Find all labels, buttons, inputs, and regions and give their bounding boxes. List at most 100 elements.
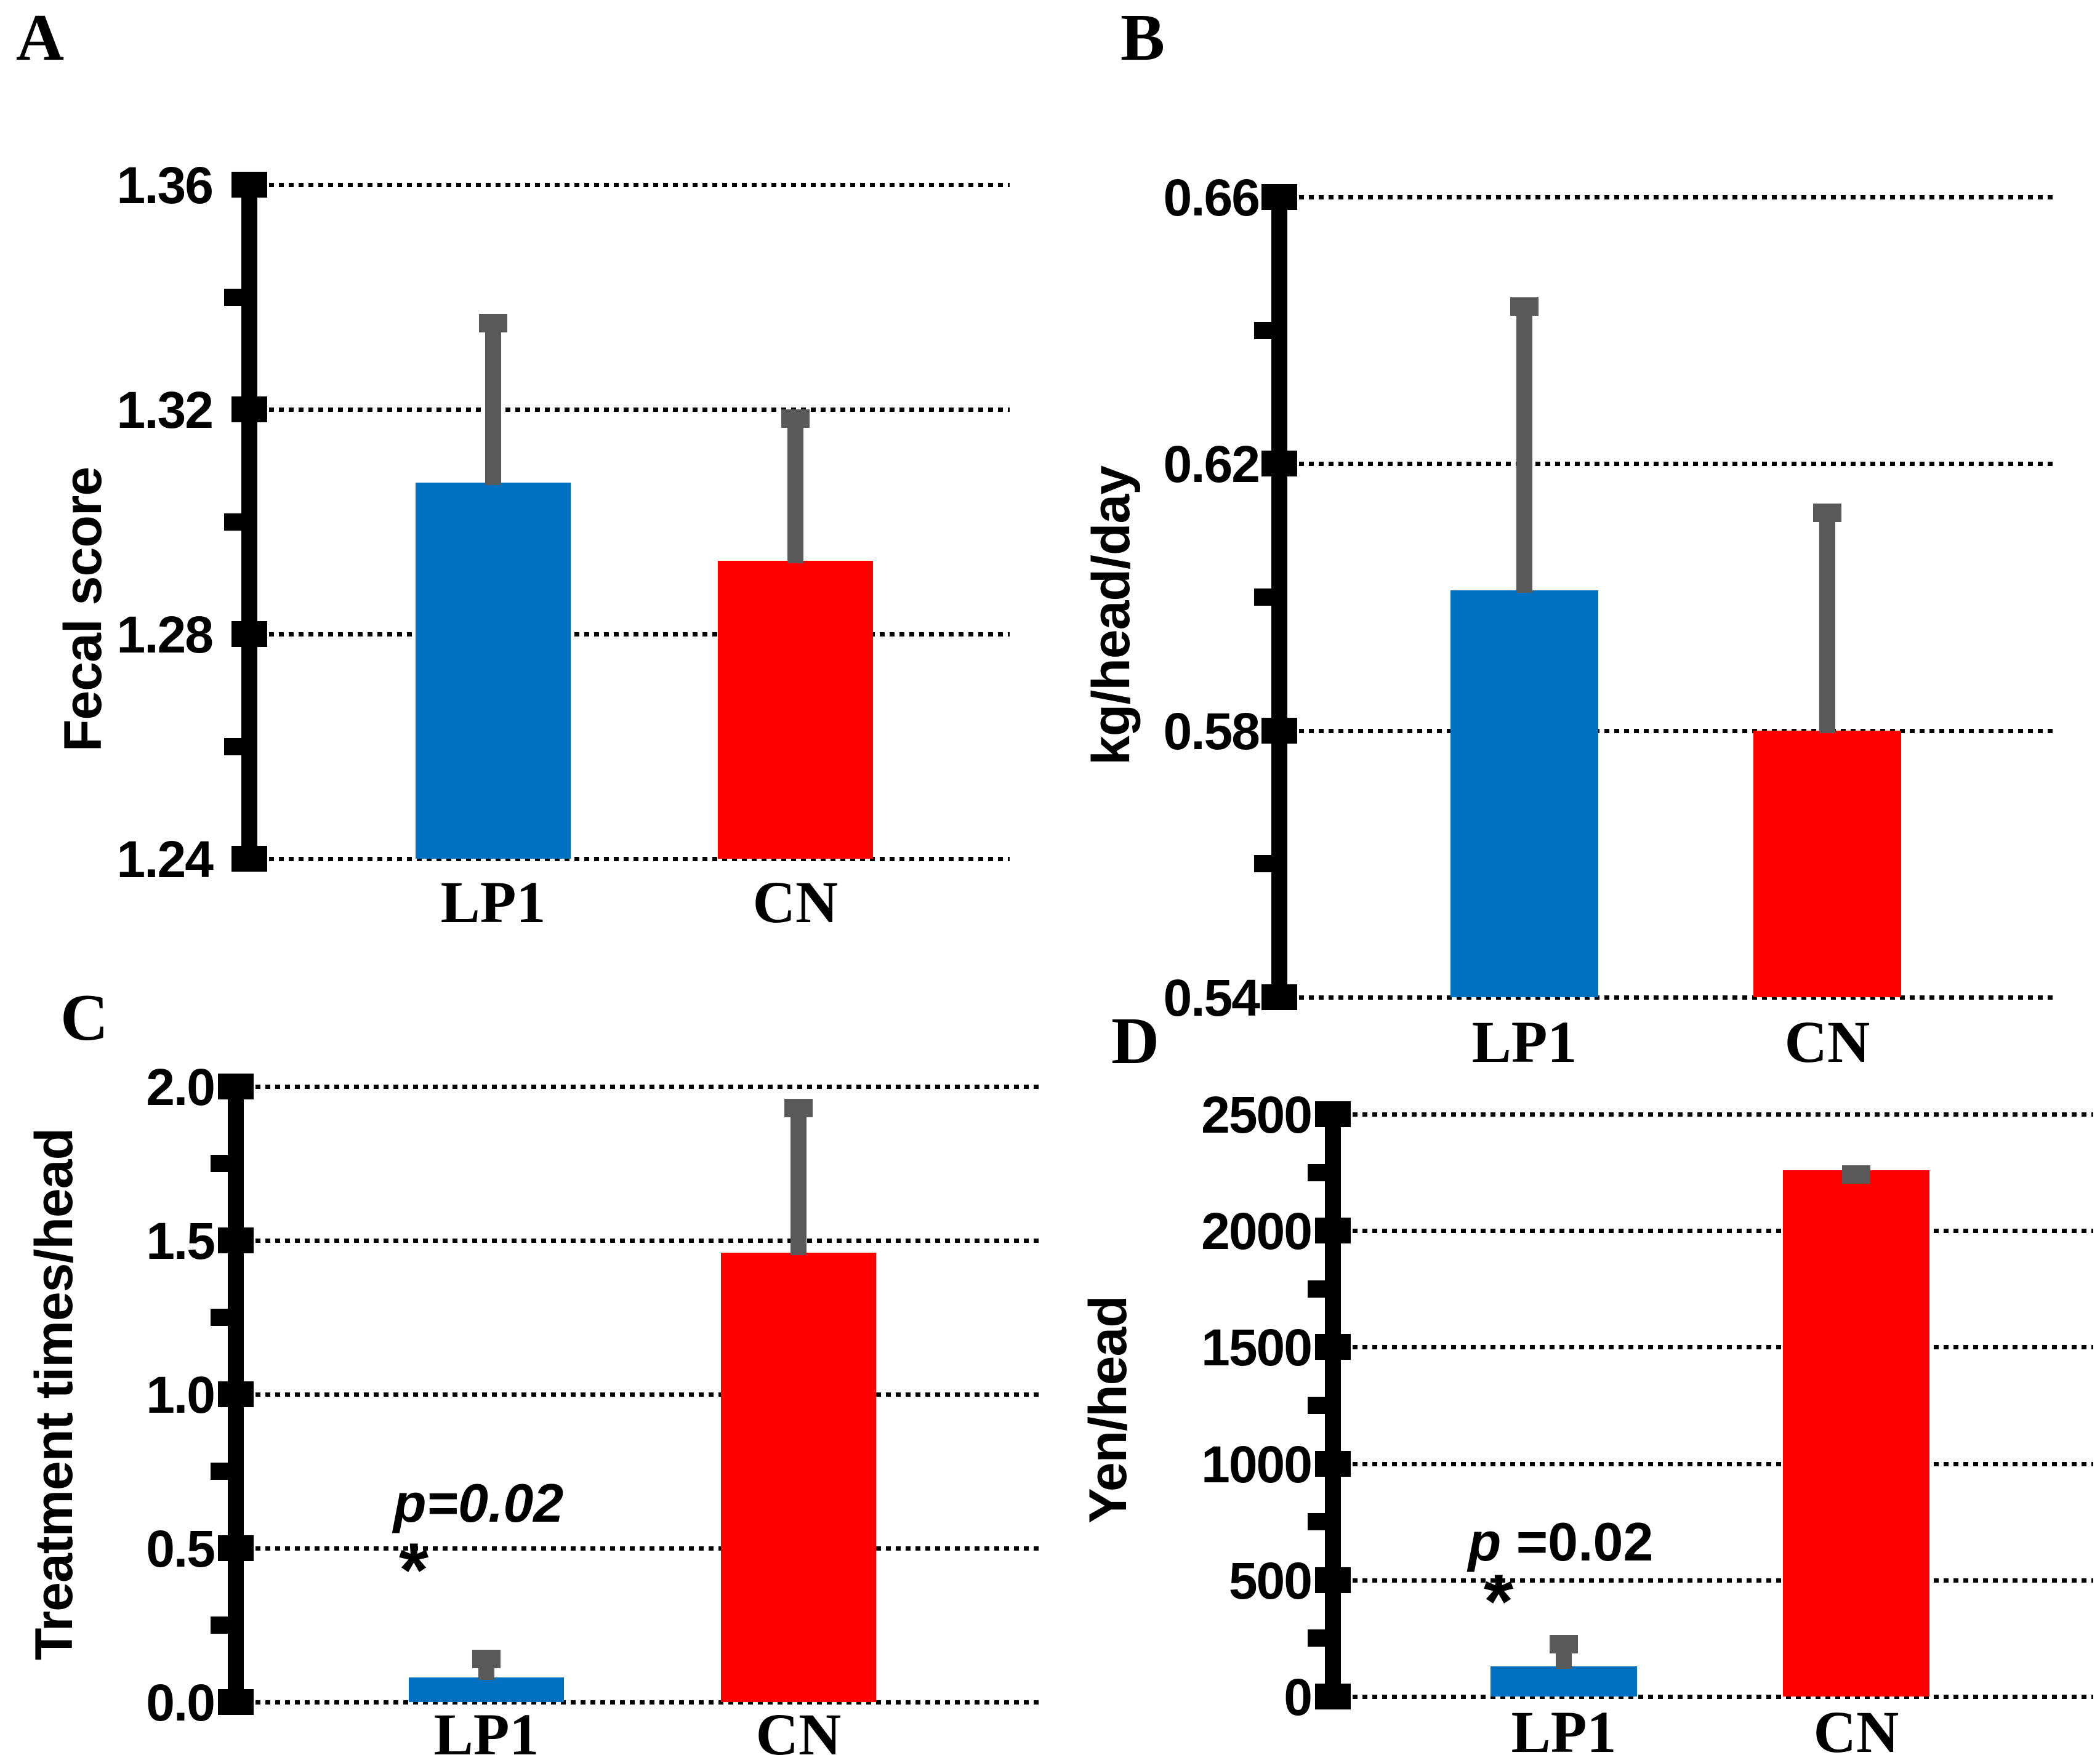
y-tick-label: 2.0 <box>146 1058 215 1116</box>
p-value-annotation-c: p=0.02 <box>393 1476 563 1530</box>
error-bar-stem <box>1516 313 1532 593</box>
y-major-tick <box>1315 1101 1351 1127</box>
significance-asterisk-d: * <box>1483 1559 1514 1644</box>
y-minor-tick <box>224 288 241 306</box>
error-bar-cap <box>1842 1165 1870 1184</box>
y-major-tick <box>1315 1334 1351 1360</box>
error-bar-stem <box>787 425 803 564</box>
panel-letter-a: A <box>16 1 64 74</box>
error-bar-stem <box>478 1666 494 1680</box>
gridline <box>236 1700 1040 1705</box>
y-major-tick <box>218 1535 254 1561</box>
gridline <box>1333 1112 2093 1117</box>
y-major-tick <box>1261 451 1297 477</box>
y-minor-tick <box>1308 1513 1325 1531</box>
panel-letter-b: B <box>1120 1 1165 74</box>
gridline <box>1279 728 2056 733</box>
y-minor-tick <box>1308 1280 1325 1298</box>
gridline <box>249 632 1010 637</box>
y-major-tick <box>1261 184 1297 210</box>
x-category-label: CN <box>752 869 839 935</box>
significance-asterisk-c: * <box>398 1528 429 1613</box>
gridline <box>1333 1461 2093 1466</box>
gridline <box>249 857 1010 861</box>
y-major-tick <box>1261 984 1297 1010</box>
y-tick-label: 0.0 <box>146 1674 215 1732</box>
gridline <box>249 408 1010 412</box>
bar-lp1 <box>1491 1666 1637 1697</box>
y-major-tick <box>231 846 267 872</box>
error-bar-stem <box>1819 520 1835 733</box>
error-bar-cap <box>784 1099 813 1117</box>
y-minor-tick <box>224 737 241 755</box>
y-major-tick <box>1315 1450 1351 1477</box>
y-axis-line <box>1325 1102 1341 1709</box>
y-tick-label: 1.32 <box>116 381 214 439</box>
gridline <box>236 1085 1040 1089</box>
p-symbol: p <box>393 1472 427 1533</box>
bar-cn <box>1753 730 1901 997</box>
gridline <box>1333 1229 2093 1234</box>
y-minor-tick <box>1308 1397 1325 1414</box>
y-tick-label: 1.5 <box>146 1212 215 1270</box>
y-minor-tick <box>1254 321 1271 339</box>
p-value-text: =0.02 <box>426 1472 564 1533</box>
y-major-tick <box>1315 1567 1351 1593</box>
y-minor-tick <box>1254 588 1271 606</box>
error-bar-cap <box>1510 297 1539 316</box>
y-tick-label: 1.24 <box>116 830 214 888</box>
y-tick-label: 1.28 <box>116 606 214 664</box>
x-category-label: CN <box>755 1701 842 1755</box>
error-bar-cap <box>781 409 810 428</box>
y-major-tick <box>1315 1218 1351 1244</box>
gridline <box>1279 462 2056 467</box>
x-category-label: LP1 <box>433 1701 539 1755</box>
y-major-tick <box>1261 717 1297 744</box>
y-minor-tick <box>1308 1629 1325 1647</box>
p-symbol: p <box>1468 1511 1502 1572</box>
y-minor-tick <box>211 1616 228 1634</box>
bar-lp1 <box>1450 590 1598 997</box>
bar-cn <box>1783 1170 1929 1697</box>
y-major-tick <box>218 1227 254 1253</box>
y-major-tick <box>231 172 267 198</box>
y-minor-tick <box>1308 1163 1325 1181</box>
y-major-tick <box>1315 1684 1351 1709</box>
error-bar-stem <box>485 329 501 485</box>
panel-letter-d: D <box>1111 1005 1159 1078</box>
gridline <box>249 183 1010 187</box>
y-major-tick <box>218 1689 254 1715</box>
y-major-tick <box>218 1381 254 1407</box>
y-minor-tick <box>1254 855 1271 873</box>
gridline <box>1333 1695 2093 1699</box>
y-minor-tick <box>224 513 241 531</box>
gridline <box>1333 1345 2093 1350</box>
y-major-tick <box>231 396 267 422</box>
y-tick-label: 500 <box>1228 1551 1313 1610</box>
x-category-label: CN <box>1784 1009 1870 1075</box>
panel-letter-c: C <box>60 981 108 1054</box>
gridline <box>236 1239 1040 1243</box>
y-axis-line <box>241 172 257 871</box>
y-minor-tick <box>211 1463 228 1480</box>
error-bar-stem <box>791 1115 807 1255</box>
gridline <box>1279 995 2056 1000</box>
error-bar-cap <box>1550 1634 1578 1653</box>
error-bar-stem <box>1556 1650 1572 1669</box>
error-bar-cap <box>1813 504 1841 523</box>
y-tick-label: 0.66 <box>1163 169 1261 227</box>
y-tick-label: 2500 <box>1201 1086 1313 1144</box>
error-bar-cap <box>479 313 507 332</box>
y-tick-label: 1500 <box>1201 1319 1313 1377</box>
y-axis-line <box>1271 185 1287 1010</box>
gridline <box>1279 195 2056 199</box>
gridline <box>236 1546 1040 1551</box>
y-major-tick <box>231 621 267 647</box>
gridline <box>236 1392 1040 1397</box>
y-tick-label: 0 <box>1284 1668 1313 1726</box>
bar-lp1 <box>409 1677 564 1702</box>
x-category-label: LP1 <box>1471 1009 1577 1075</box>
y-tick-label: 2000 <box>1201 1202 1313 1261</box>
x-category-label: LP1 <box>440 869 546 935</box>
